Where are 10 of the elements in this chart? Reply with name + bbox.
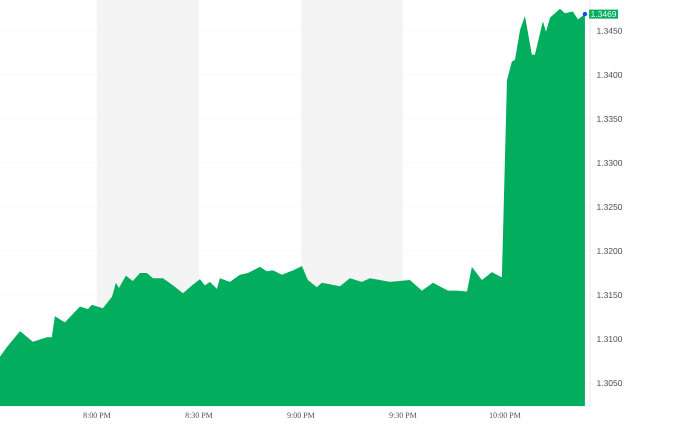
y-tick-label: 1.3300 — [597, 160, 622, 166]
y-tick-label: 1.3450 — [597, 28, 622, 34]
y-tick-label: 1.3100 — [597, 336, 622, 342]
y-tick-label: 1.3200 — [597, 248, 622, 254]
y-tick-label: 1.3050 — [597, 380, 622, 386]
y-tick-label: 1.3400 — [597, 72, 622, 78]
y-tick-label: 1.3150 — [597, 292, 622, 298]
y-tick-label: 1.3350 — [597, 116, 622, 122]
annotation: 1.3469 — [591, 11, 616, 18]
y-tick-label: 1.3250 — [597, 204, 622, 210]
